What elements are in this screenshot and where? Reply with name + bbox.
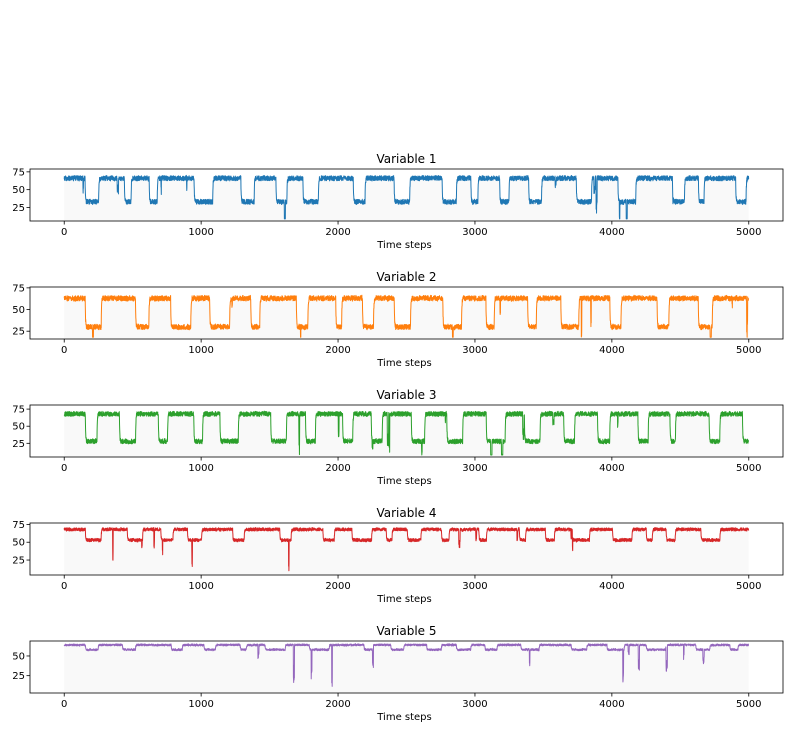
x-tick-label: 2000 (325, 345, 350, 356)
x-axis-label: Time steps (376, 712, 432, 723)
subplot-2: Variable 2 0 1000 2000 3000 4000 5000 25 50 75 Tim… (12, 270, 784, 369)
y-tick-label: 75 (12, 520, 25, 531)
x-tick-label: 0 (61, 581, 67, 592)
y-tick-label: 25 (12, 439, 25, 450)
x-tick-label: 1000 (188, 699, 213, 710)
plot-area (63, 526, 750, 575)
x-tick-label: 4000 (599, 581, 624, 592)
x-tick-label: 5000 (736, 227, 761, 238)
x-tick-label: 3000 (462, 345, 487, 356)
y-tick-label: 50 (12, 422, 25, 433)
series-fill (64, 643, 749, 693)
subplot-3: Variable 3 0 1000 2000 3000 4000 5000 25 50 75 Tim… (12, 388, 784, 487)
y-tick-label: 50 (12, 185, 25, 196)
x-tick-label: 3000 (462, 463, 487, 474)
x-tick-label: 2000 (325, 227, 350, 238)
x-tick-label: 2000 (325, 463, 350, 474)
x-tick-label: 3000 (462, 699, 487, 710)
plot-area (63, 174, 750, 221)
series-line (63, 526, 750, 572)
axes-frame (29, 286, 784, 340)
plot-area (63, 643, 749, 693)
x-axis-label: Time steps (376, 240, 432, 251)
subplot-title: Variable 5 (376, 624, 436, 638)
y-tick-label: 25 (12, 556, 25, 567)
x-axis-label: Time steps (376, 476, 432, 487)
x-tick-label: 1000 (188, 581, 213, 592)
series-line (63, 294, 750, 338)
x-tick-label: 1000 (188, 227, 213, 238)
series-fill (64, 411, 749, 457)
x-tick-label: 0 (61, 345, 67, 356)
plot-area (63, 410, 750, 457)
subplot-title: Variable 4 (376, 506, 436, 520)
series-fill (64, 175, 749, 221)
x-tick-label: 0 (61, 227, 67, 238)
x-tick-label: 0 (61, 463, 67, 474)
x-tick-label: 0 (61, 699, 67, 710)
x-axis-label: Time steps (376, 358, 432, 369)
x-tick-label: 1000 (188, 463, 213, 474)
subplot-title: Variable 1 (376, 152, 436, 166)
subplot-5: Variable 5 0 1000 2000 3000 4000 5000 25 50 Time … (12, 624, 784, 723)
x-tick-label: 4000 (599, 227, 624, 238)
x-tick-label: 1000 (188, 345, 213, 356)
plot-area (63, 294, 750, 339)
x-tick-label: 4000 (599, 463, 624, 474)
axes-frame (29, 404, 784, 458)
subplot-panels: Variable 10 1000 2000 3000 4000 5000255075Tim… (12, 152, 784, 723)
x-tick-label: 4000 (599, 699, 624, 710)
x-tick-label: 5000 (736, 463, 761, 474)
x-tick-label: 5000 (736, 699, 761, 710)
y-tick-label: 25 (12, 203, 25, 214)
y-tick-label: 75 (12, 167, 25, 178)
x-tick-label: 2000 (325, 699, 350, 710)
axes-frame (29, 640, 784, 694)
y-tick-label: 25 (12, 671, 25, 682)
series-line (63, 174, 750, 220)
axes-frame (29, 168, 784, 222)
y-tick-label: 50 (12, 305, 25, 316)
x-tick-label: 3000 (462, 227, 487, 238)
subplot-title: Variable 2 (376, 270, 436, 284)
y-tick-label: 50 (12, 651, 25, 662)
subplot-4: Variable 4 0 1000 2000 3000 4000 5000 25 50 75 Tim… (12, 506, 784, 605)
y-tick-label: 25 (12, 327, 25, 338)
series-line (63, 410, 750, 456)
x-tick-label: 5000 (736, 581, 761, 592)
x-tick-label: 4000 (599, 345, 624, 356)
y-tick-label: 75 (12, 405, 25, 416)
y-tick-label: 50 (12, 538, 25, 549)
subplot-title: Variable 3 (376, 388, 436, 402)
axes-frame (29, 522, 784, 576)
y-tick-label: 75 (12, 283, 25, 294)
x-tick-label: 5000 (736, 345, 761, 356)
x-tick-label: 3000 (462, 581, 487, 592)
x-axis-label: Time steps (376, 594, 432, 605)
series-line (63, 643, 749, 687)
x-tick-label: 2000 (325, 581, 350, 592)
subplot-1: Variable 1 0 1000 2000 3000 4000 5000 25 50 75 Tim… (12, 152, 784, 251)
